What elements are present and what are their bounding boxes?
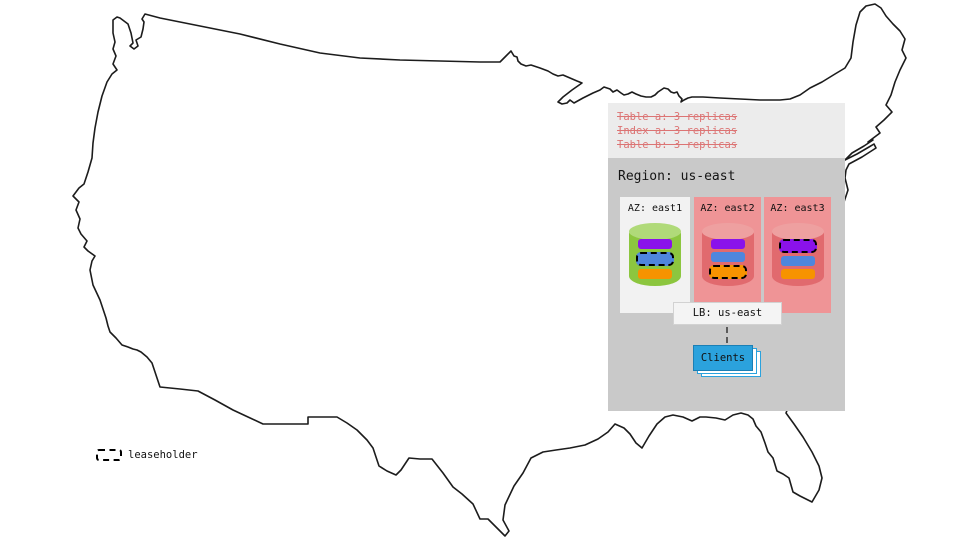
replica-bar-blue-leaseholder — [636, 252, 674, 266]
replica-note: Table a: 3 replicas Index a: 3 replicas … — [608, 103, 845, 158]
clients-box: Clients — [693, 345, 753, 371]
replica-bar-blue — [780, 256, 815, 266]
az-label-east1: AZ: east1 — [627, 203, 683, 214]
leaseholder-legend-label: leaseholder — [128, 449, 198, 461]
database-cylinder-east1 — [629, 223, 681, 286]
az-label-east2: AZ: east2 — [700, 203, 755, 214]
database-cylinder-east2 — [701, 223, 754, 286]
replica-bar-orange — [638, 269, 672, 279]
az-box-east3: AZ: east3 — [764, 197, 831, 313]
replica-bar-orange — [780, 269, 815, 279]
leaseholder-swatch-icon — [96, 449, 122, 461]
replica-bars — [772, 239, 824, 279]
cylinder-top-ellipse — [701, 223, 754, 240]
az-label-east3: AZ: east3 — [770, 203, 825, 214]
replica-bars — [629, 239, 681, 279]
replica-bars — [702, 239, 754, 279]
az-box-east1: AZ: east1 — [620, 197, 690, 313]
load-balancer-box: LB: us-east — [673, 302, 782, 325]
note-line-index-a: Index a: 3 replicas — [617, 125, 738, 137]
lb-clients-dashed-connector — [726, 327, 728, 343]
replica-bar-purple — [638, 239, 672, 249]
replica-bar-purple — [710, 239, 745, 249]
cylinder-top-ellipse — [771, 223, 824, 240]
note-line-table-a: Table a: 3 replicas — [617, 111, 738, 123]
region-title: Region: us-east — [618, 169, 736, 184]
database-cylinder-east3 — [771, 223, 824, 286]
region-panel: Region: us-east AZ: east1 AZ: east2 — [608, 158, 845, 411]
legend: leaseholder — [96, 449, 198, 461]
cylinder-top-ellipse — [629, 223, 681, 240]
replica-bar-blue — [710, 252, 745, 262]
replica-bar-orange-leaseholder — [708, 265, 747, 279]
note-line-table-b: Table b: 3 replicas — [617, 139, 738, 151]
replica-bar-purple-leaseholder — [778, 239, 817, 253]
az-box-east2: AZ: east2 — [694, 197, 761, 313]
